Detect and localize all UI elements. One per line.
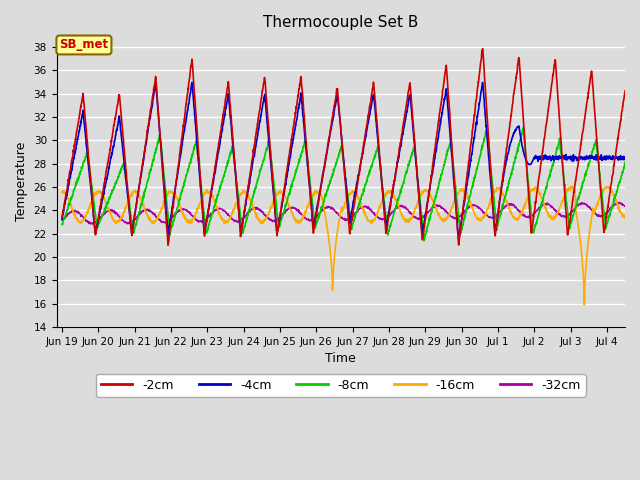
Y-axis label: Temperature: Temperature (15, 142, 28, 221)
Legend: -2cm, -4cm, -8cm, -16cm, -32cm: -2cm, -4cm, -8cm, -16cm, -32cm (96, 374, 586, 397)
X-axis label: Time: Time (325, 352, 356, 365)
Title: Thermocouple Set B: Thermocouple Set B (263, 15, 419, 30)
Text: SB_met: SB_met (60, 38, 109, 51)
